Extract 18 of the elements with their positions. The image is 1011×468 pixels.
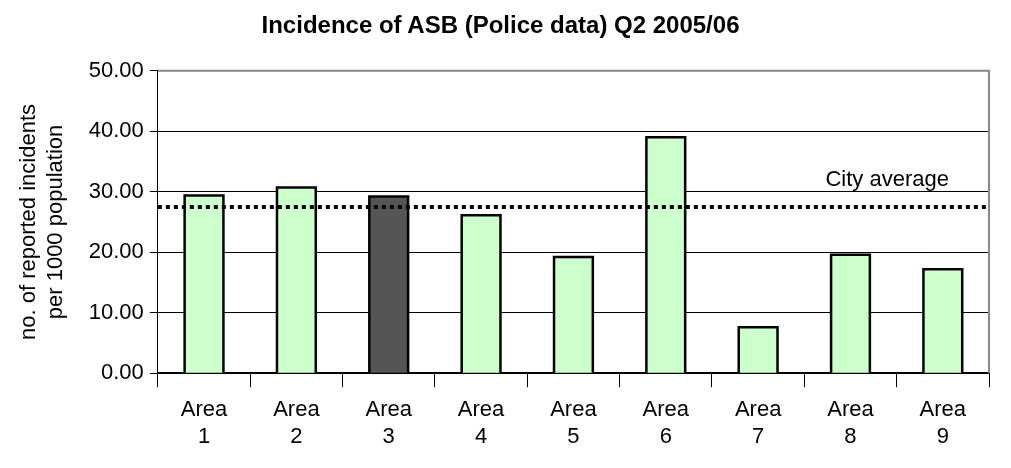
- ref-line-label: City average: [825, 165, 949, 191]
- x-tick-label: Area 6: [642, 396, 690, 448]
- x-tick-label: Area 4: [457, 396, 506, 448]
- y-tick-label: 30.00: [88, 177, 144, 203]
- x-tick-label: Area 3: [365, 396, 413, 448]
- x-tick-label: Area 5: [550, 396, 598, 448]
- x-tick-label: Area 2: [273, 396, 321, 448]
- y-tick-label: 0.00: [101, 359, 144, 385]
- y-tick-label: 50.00: [88, 56, 144, 82]
- x-tick-label: Area 8: [827, 396, 875, 448]
- y-tick-label: 10.00: [88, 298, 144, 324]
- x-tick-label: Area 7: [734, 396, 783, 448]
- x-tick-label: Area 1: [180, 396, 229, 448]
- y-tick-label: 20.00: [88, 238, 144, 264]
- chart-title: Incidence of ASB (Police data) Q2 2005/06: [261, 11, 740, 39]
- x-tick-label: Area 9: [919, 396, 967, 448]
- y-axis-title: no. of reported incidents per 1000 population: [15, 103, 67, 341]
- y-tick-label: 40.00: [88, 117, 144, 143]
